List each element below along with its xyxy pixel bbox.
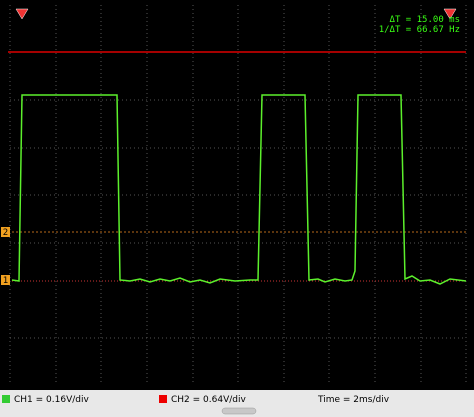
ch1-marker-bg <box>1 275 10 285</box>
grid <box>9 5 467 385</box>
cursor-b[interactable] <box>443 8 457 20</box>
cursor-a[interactable] <box>15 8 29 20</box>
time-scale: Time = 2ms/div <box>317 395 390 405</box>
delta-t: ΔT = 15.00 ms <box>390 15 460 25</box>
ch1-scale: CH1 = 0.16V/div <box>14 395 89 405</box>
ch1-trace <box>11 94 467 285</box>
ch2-marker: 2 <box>3 228 8 238</box>
scrollbar[interactable] <box>221 407 257 415</box>
ch1-swatch <box>2 395 10 403</box>
ch2-marker-bg <box>1 227 10 237</box>
ch2-swatch <box>159 395 167 403</box>
ch1-marker: 1 <box>3 276 8 286</box>
ch2-scale: CH2 = 0.64V/div <box>171 395 246 405</box>
inv-delta-t: 1/ΔT = 66.67 Hz <box>379 25 460 35</box>
